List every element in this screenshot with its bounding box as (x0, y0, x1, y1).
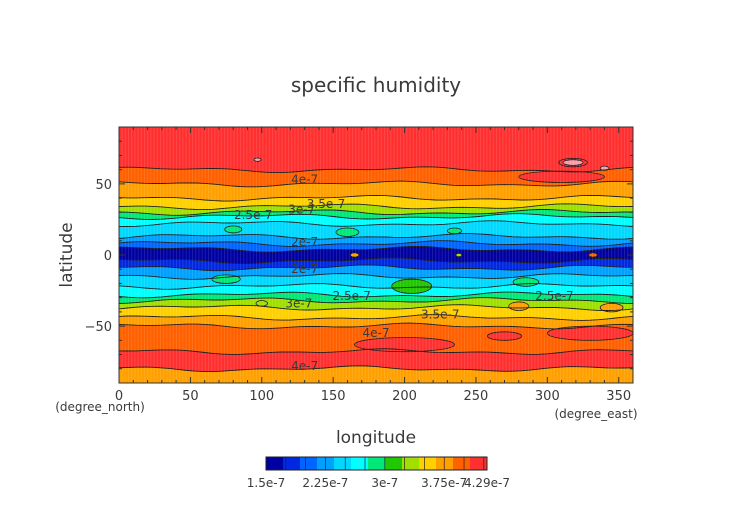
contour-label: 2.5e-7 (234, 208, 272, 222)
colorbar-swatch (283, 457, 301, 470)
colorbar-swatch (300, 457, 318, 470)
colorbar-label: 3e-7 (371, 476, 398, 490)
colorbar: 1.5e-7 2.25e-7 3e-7 3.75e-74.29e-7 (247, 456, 510, 490)
y-tick-label: −50 (85, 320, 112, 335)
x-tick-label: 50 (182, 389, 199, 404)
colorbar-label: 2.25e-7 (302, 476, 348, 490)
colorbar-swatch (453, 457, 471, 470)
x-axis: 0 50 100 150 200 250 300 350 (115, 127, 631, 404)
x-tick-label: 0 (115, 389, 123, 404)
colorbar-label: 1.5e-7 (247, 476, 285, 490)
x-unit-label: (degree_east) (554, 407, 637, 421)
y-tick-label: 0 (104, 249, 112, 264)
contour-label: 4e-7 (291, 359, 318, 373)
contour-label: 3e-7 (288, 202, 315, 216)
x-tick-label: 200 (392, 389, 417, 404)
grid-texture (119, 127, 633, 383)
contour-label: 3e-7 (285, 296, 312, 310)
contour-label: 3.5e-7 (307, 197, 345, 211)
colorbar-label: 4.29e-7 (464, 476, 510, 490)
colorbar-swatch (402, 457, 420, 470)
contour-labels: 4e-73.5e-73e-72.5e-72e-72e-72.5e-7 2.5e-7… (234, 173, 574, 373)
colorbar-swatch (419, 457, 437, 470)
contour-label: 2.5e-7 (333, 289, 371, 303)
contour-label: 2e-7 (291, 235, 318, 249)
x-tick-label: 350 (606, 389, 631, 404)
contour-label: 2.5e-7 (535, 289, 573, 303)
plot-area: 4e-73.5e-73e-72.5e-72e-72e-72.5e-7 2.5e-7… (119, 127, 633, 383)
colorbar-swatch (334, 457, 352, 470)
y-axis-label: latitude (57, 222, 77, 287)
x-tick-label: 100 (249, 389, 274, 404)
colorbar-swatch (470, 457, 488, 470)
x-tick-label: 250 (464, 389, 489, 404)
colorbar-swatch (385, 457, 403, 470)
y-tick-label: 50 (95, 178, 112, 193)
colorbar-label: 3.75e-7 (421, 476, 467, 490)
contour-label: 3.5e-7 (421, 308, 459, 322)
y-unit-label: (degree_north) (55, 400, 145, 414)
colorbar-swatch (351, 457, 369, 470)
colorbar-swatch (436, 457, 454, 470)
contour-label: 4e-7 (291, 173, 318, 187)
colorbar-swatch (368, 457, 386, 470)
x-tick-label: 150 (321, 389, 346, 404)
chart-title: specific humidity (291, 73, 461, 97)
x-axis-label: longitude (336, 428, 416, 448)
contour-label: 4e-7 (363, 326, 390, 340)
colorbar-swatch (266, 457, 284, 470)
y-axis: 50 0 −50 (85, 140, 633, 370)
x-tick-label: 300 (535, 389, 560, 404)
contour-label: 2e-7 (291, 262, 318, 276)
